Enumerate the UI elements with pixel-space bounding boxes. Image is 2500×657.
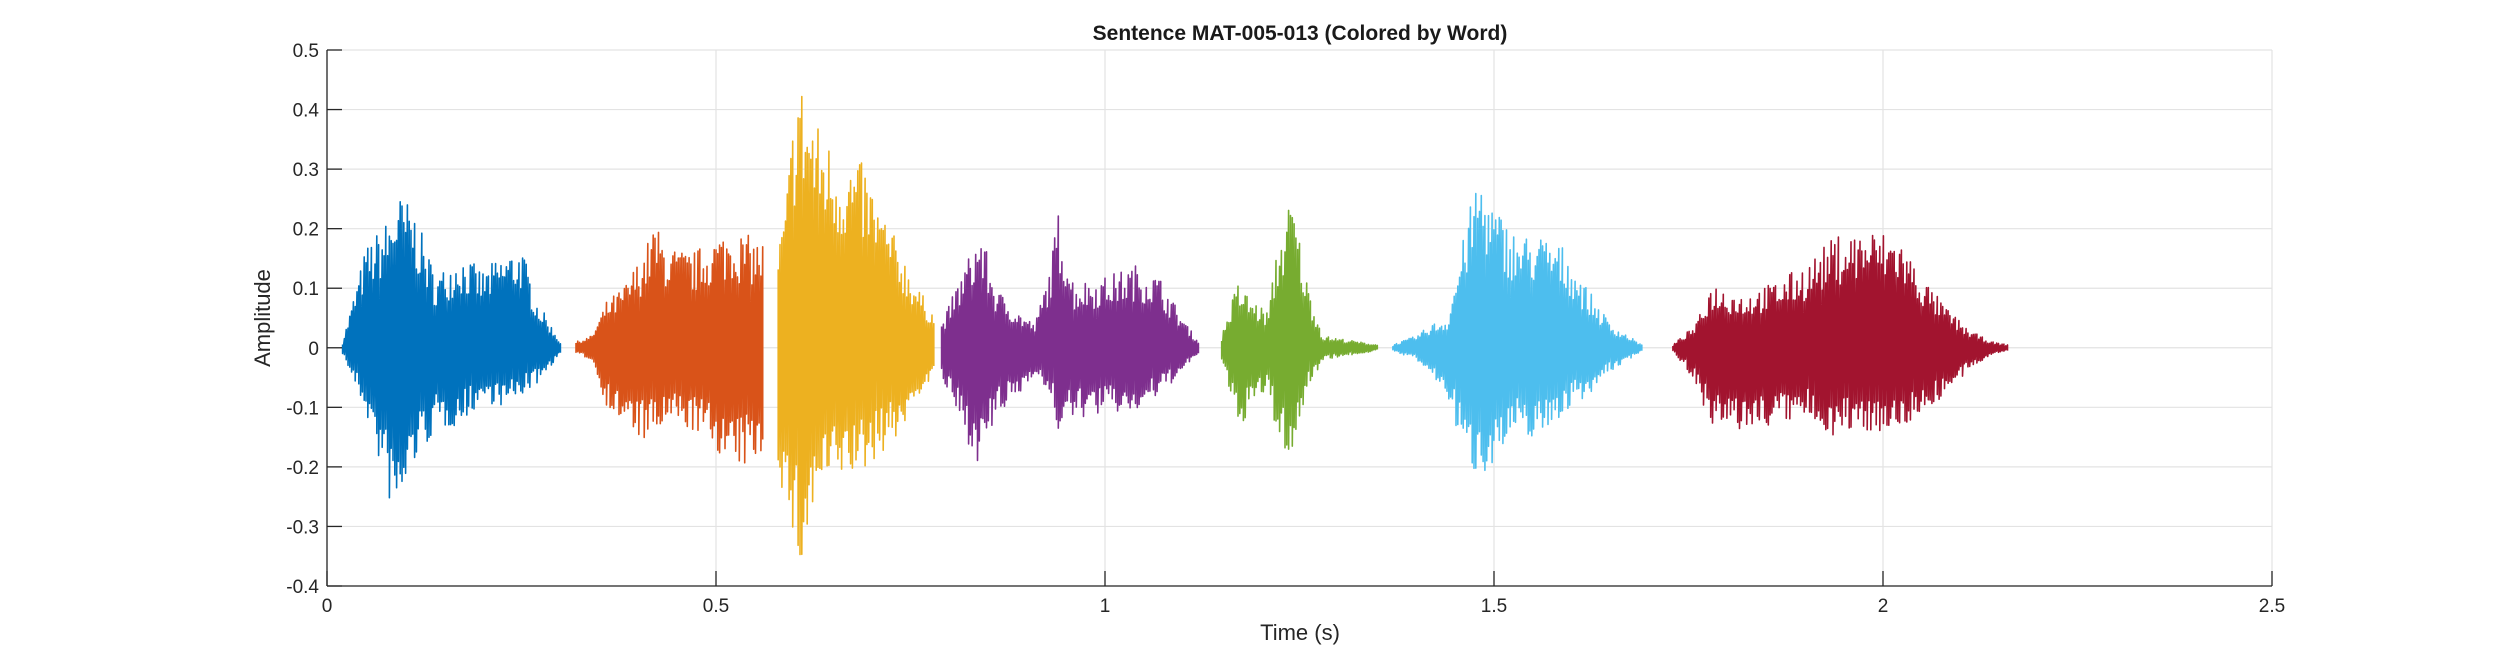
- waveform-series-5: [1220, 209, 1379, 450]
- x-tick-labels: 0 0.5 1 1.5 2 2.5: [322, 596, 2286, 617]
- y-tick-label: 0.1: [293, 279, 319, 300]
- y-tick-label: 0.4: [293, 101, 320, 122]
- waveform-series-7: [1672, 234, 2009, 436]
- chart-title: Sentence MAT-005-013 (Colored by Word): [1093, 22, 1508, 45]
- x-tick-label: 1: [1100, 596, 1111, 617]
- y-tick-label: 0: [308, 339, 319, 360]
- y-tick-label: 0.5: [293, 41, 319, 62]
- y-axis-label: Amplitude: [250, 269, 275, 367]
- x-tick-label: 1.5: [1481, 596, 1507, 617]
- y-tick-label: 0.2: [293, 220, 319, 241]
- x-tick-label: 2: [1878, 596, 1889, 617]
- x-tick-label: 0.5: [703, 596, 729, 617]
- y-tick-label: 0.3: [293, 160, 319, 181]
- y-tick-label: -0.1: [286, 398, 319, 419]
- x-axis-label: Time (s): [1260, 620, 1340, 645]
- waveform-series-3: [777, 95, 935, 556]
- y-tick-labels: -0.4 -0.3 -0.2 -0.1 0 0.1 0.2 0.3 0.4 0.5: [286, 41, 319, 598]
- waveform-series-group: [341, 95, 2009, 556]
- y-tick-label: -0.2: [286, 458, 319, 479]
- waveform-series-4: [940, 215, 1200, 462]
- y-tick-label: -0.4: [286, 577, 319, 598]
- x-tick-label: 2.5: [2259, 596, 2285, 617]
- x-tick-label: 0: [322, 596, 333, 617]
- y-tick-label: -0.3: [286, 517, 319, 538]
- waveform-series-2: [575, 231, 764, 464]
- axes: [326, 49, 2273, 587]
- waveform-series-1: [341, 201, 562, 499]
- waveform-series-6: [1392, 192, 1643, 472]
